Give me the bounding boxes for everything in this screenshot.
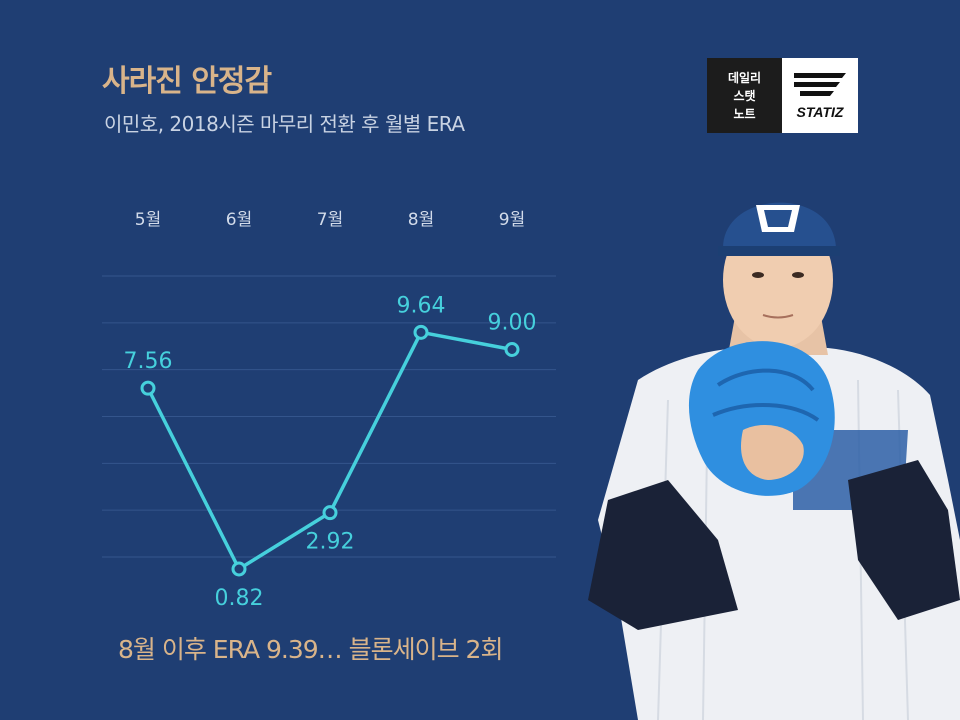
data-point: [140, 380, 156, 396]
player-photo: [588, 202, 960, 720]
x-tick-label: 8월: [408, 210, 434, 230]
x-tick-label: 5월: [135, 210, 161, 230]
logo-line-3: 노트: [733, 106, 756, 121]
x-tick-label: 7월: [317, 210, 343, 230]
x-tick-label: 6월: [226, 210, 252, 230]
daily-stat-note-badge: 데일리 스탯 노트: [707, 58, 782, 133]
data-label: 2.92: [306, 530, 355, 555]
data-label: 7.56: [124, 349, 173, 374]
data-label: 0.82: [215, 586, 264, 611]
statiz-mark: STATIZ: [782, 58, 858, 133]
left-sleeve: [588, 480, 738, 630]
data-point: [231, 561, 247, 577]
logo-line-1: 데일리: [727, 70, 762, 85]
data-point: [413, 324, 429, 340]
footer-note: 8월 이후 ERA 9.39… 블론세이브 2회: [118, 635, 503, 664]
data-label: 9.64: [397, 293, 446, 318]
hands: [740, 425, 804, 480]
statiz-logo: 데일리 스탯 노트 STATIZ: [707, 58, 858, 133]
statiz-stripes-icon: [794, 73, 846, 96]
chart-title: 사라진 안정감: [102, 64, 272, 99]
right-sleeve: [848, 460, 960, 620]
data-point: [504, 342, 520, 357]
data-point: [322, 505, 338, 521]
x-tick-label: 9월: [499, 210, 525, 230]
chart-subtitle: 이민호, 2018시즌 마무리 전환 후 월별 ERA: [104, 112, 465, 136]
logo-brand: STATIZ: [796, 104, 844, 120]
logo-line-2: 스탯: [733, 88, 756, 103]
data-label: 9.00: [488, 311, 537, 336]
